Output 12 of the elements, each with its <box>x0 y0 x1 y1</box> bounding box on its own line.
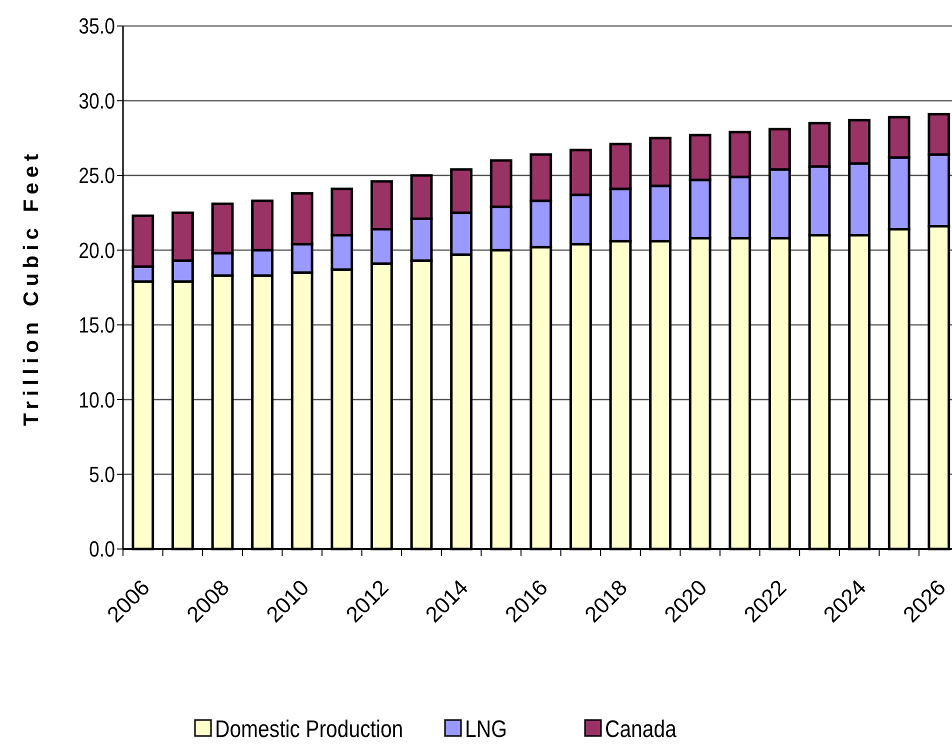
y-tick-label: 15.0 <box>78 314 115 338</box>
legend-label: LNG <box>465 715 507 742</box>
legend-label: Canada <box>605 715 677 742</box>
y-tick-label: 10.0 <box>78 388 115 413</box>
y-tick-label: 35.0 <box>78 15 115 40</box>
y-tick-label: 30.0 <box>78 90 115 114</box>
y-tick-label: 25.0 <box>78 164 115 189</box>
legend-label: Domestic Production <box>215 715 404 742</box>
y-axis-title: Trillion Cubic Feet <box>20 148 43 426</box>
y-tick-label: 5.0 <box>89 464 115 488</box>
y-tick-label: 0.0 <box>89 538 115 562</box>
y-tick-label: 20.0 <box>78 240 115 264</box>
